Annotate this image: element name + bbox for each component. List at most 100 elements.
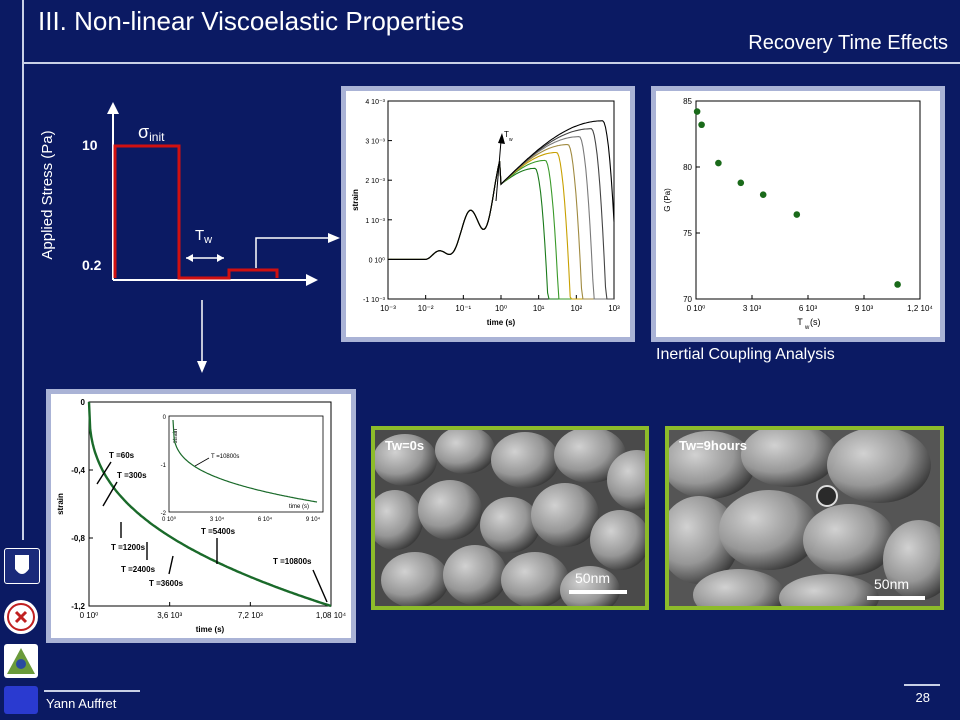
- chart-strain-log-panel: 10⁻³ 10⁻² 10⁻¹ 10⁰ 10¹ 10² 10³ -1 10⁻³ 0 10⁰ 1 10…: [341, 86, 635, 342]
- chart3-inset-xlabel: time (s): [289, 504, 309, 510]
- chart3-frame: [88, 401, 332, 607]
- chart2-data-point: [759, 191, 767, 199]
- sem-right-scale-bar: [867, 596, 925, 600]
- sem-particle: [719, 490, 819, 570]
- page-number: 28: [915, 690, 930, 705]
- tw-label: Tw: [195, 227, 212, 246]
- chart3-annotation: T =10800s: [273, 557, 312, 566]
- sem-left-scale-bar: [569, 590, 627, 594]
- chart3-ytick-label: -0,8: [71, 534, 85, 543]
- chart3-annotation: T =5400s: [201, 527, 236, 536]
- sem-pore: [816, 485, 838, 507]
- chart3-annotation: T =60s: [109, 451, 135, 460]
- chart2-data-point: [715, 159, 722, 167]
- chart3-xtick-label: 1,08 10⁴: [316, 611, 347, 620]
- chart-strain-log: 10⁻³ 10⁻² 10⁻¹ 10⁰ 10¹ 10² 10³ -1 10⁻³ 0 10⁰ 1 10…: [351, 99, 620, 327]
- chart3-annotation-arrow: [96, 461, 112, 485]
- sem-particle: [607, 450, 645, 510]
- sem-texture-right: [669, 430, 940, 606]
- chart3-annotation-arrow: [102, 481, 118, 507]
- sem-particle: [491, 432, 559, 488]
- sem-image-left: Tw=0s 50nm: [371, 426, 649, 610]
- chart3-annotation-arrow: [168, 555, 174, 575]
- chart1-ylabel: strain: [351, 189, 360, 211]
- chart2-xtick-label: 0 10⁰: [687, 304, 706, 313]
- sem-particle: [741, 430, 837, 487]
- chart3-inset-ytick-label: -1: [161, 463, 167, 469]
- sem-particle: [375, 490, 423, 550]
- chart1-ytick-label: 3 10⁻³: [365, 139, 385, 146]
- chart2-data-point: [793, 211, 801, 218]
- chart3-inset-frame: [168, 415, 324, 513]
- chart1-ytick-label: 0 10⁰: [369, 256, 386, 264]
- sem-particle: [883, 520, 940, 600]
- chart2-xlabel-sub: w: [804, 325, 810, 331]
- sem-particle: [435, 430, 495, 474]
- chart2-data-point: [737, 179, 745, 187]
- chart2-xlabel: T: [797, 317, 803, 327]
- chart3-annotation: T =1200s: [111, 543, 146, 552]
- sem-right-scale-label: 50nm: [874, 576, 910, 592]
- stress-x-arrowhead: [306, 274, 318, 286]
- sem-particle: [480, 497, 540, 553]
- chart2-ytick-label: 75: [683, 229, 692, 238]
- sem-particle: [531, 483, 599, 547]
- chart1-xtick-label: 10⁻²: [418, 304, 434, 313]
- sem-particle: [554, 430, 626, 483]
- sem-particle: [669, 431, 755, 499]
- author-name: Yann Auffret: [46, 696, 117, 711]
- chart1-xtick-label: 10³: [608, 304, 620, 313]
- chart2-ytick-label: 70: [683, 295, 692, 304]
- chart2-data-point: [894, 281, 901, 288]
- chart1-tw-annotation: T: [504, 130, 509, 139]
- sem-particle: [779, 574, 879, 606]
- chart3-inset-xtick-label: 9 10⁴: [306, 516, 321, 523]
- chart2-ytick-label: 85: [683, 97, 692, 106]
- chart3-series-line: [87, 401, 332, 608]
- sem-left-scale-label: 50nm: [575, 570, 611, 586]
- footer-author-rule: [44, 690, 140, 692]
- sem-texture-left: [375, 430, 645, 606]
- chart1-ytick-label: 2 10⁻³: [365, 178, 385, 185]
- sem-right-label: Tw=9hours: [679, 438, 748, 453]
- chart1-series-line: [388, 120, 615, 260]
- sem-particle: [590, 510, 645, 570]
- stress-step-diagram: Applied Stress (Pa) 10 0.2 σinit Tw: [39, 102, 340, 373]
- sem-particle: [560, 566, 620, 606]
- sem-particle: [693, 569, 785, 606]
- chart1-ytick-label: -1 10⁻³: [363, 297, 386, 304]
- sem-particle: [381, 552, 449, 606]
- chart1-series-line: [388, 144, 614, 300]
- chart3-inset-xtick-label: 6 10⁴: [258, 516, 273, 523]
- chart3-inset-annotation: T =10800s: [211, 454, 239, 460]
- chart1-series-line: [388, 128, 614, 300]
- triangle-logo: [4, 644, 38, 678]
- chart1-xtick-label: 10¹: [533, 304, 545, 313]
- chart1-xtick-label: 10⁻¹: [455, 304, 471, 313]
- sem-particle: [418, 480, 482, 540]
- chart1-series-line: [388, 136, 614, 300]
- connector-right: [255, 237, 330, 268]
- university-crest-logo: [4, 548, 40, 584]
- chart3-xlabel: time (s): [196, 625, 225, 634]
- chart3-inset-line: [172, 419, 318, 503]
- chart3-xtick-label: 7,2 10³: [238, 611, 263, 620]
- chart3-inset-ytick-label: 0: [163, 415, 167, 421]
- sem-left-label: Tw=0s: [385, 438, 425, 453]
- chart2-ylabel: G (Pa): [663, 188, 672, 212]
- chart2-data-point: [698, 121, 705, 129]
- chart2-xtick-label: 1,2 10⁴: [907, 304, 933, 313]
- slide-subtitle: Recovery Time Effects: [748, 32, 948, 54]
- lab-logo: [4, 686, 38, 714]
- chart3-annotation: T =300s: [117, 471, 147, 480]
- institute-seal-logo: [4, 600, 38, 634]
- footer-page-rule: [904, 684, 940, 686]
- chart3-inset-ylabel: strain: [173, 429, 179, 444]
- stress-axis-label: Applied Stress (Pa): [39, 130, 56, 259]
- chart2-data-point: [693, 108, 701, 115]
- sem-particle: [501, 552, 569, 606]
- sem-particle: [803, 504, 895, 576]
- sem-particle: [375, 434, 437, 486]
- chart3-inset-xtick-label: 0 10⁰: [162, 516, 177, 523]
- chart1-xtick-label: 10⁻³: [380, 304, 396, 313]
